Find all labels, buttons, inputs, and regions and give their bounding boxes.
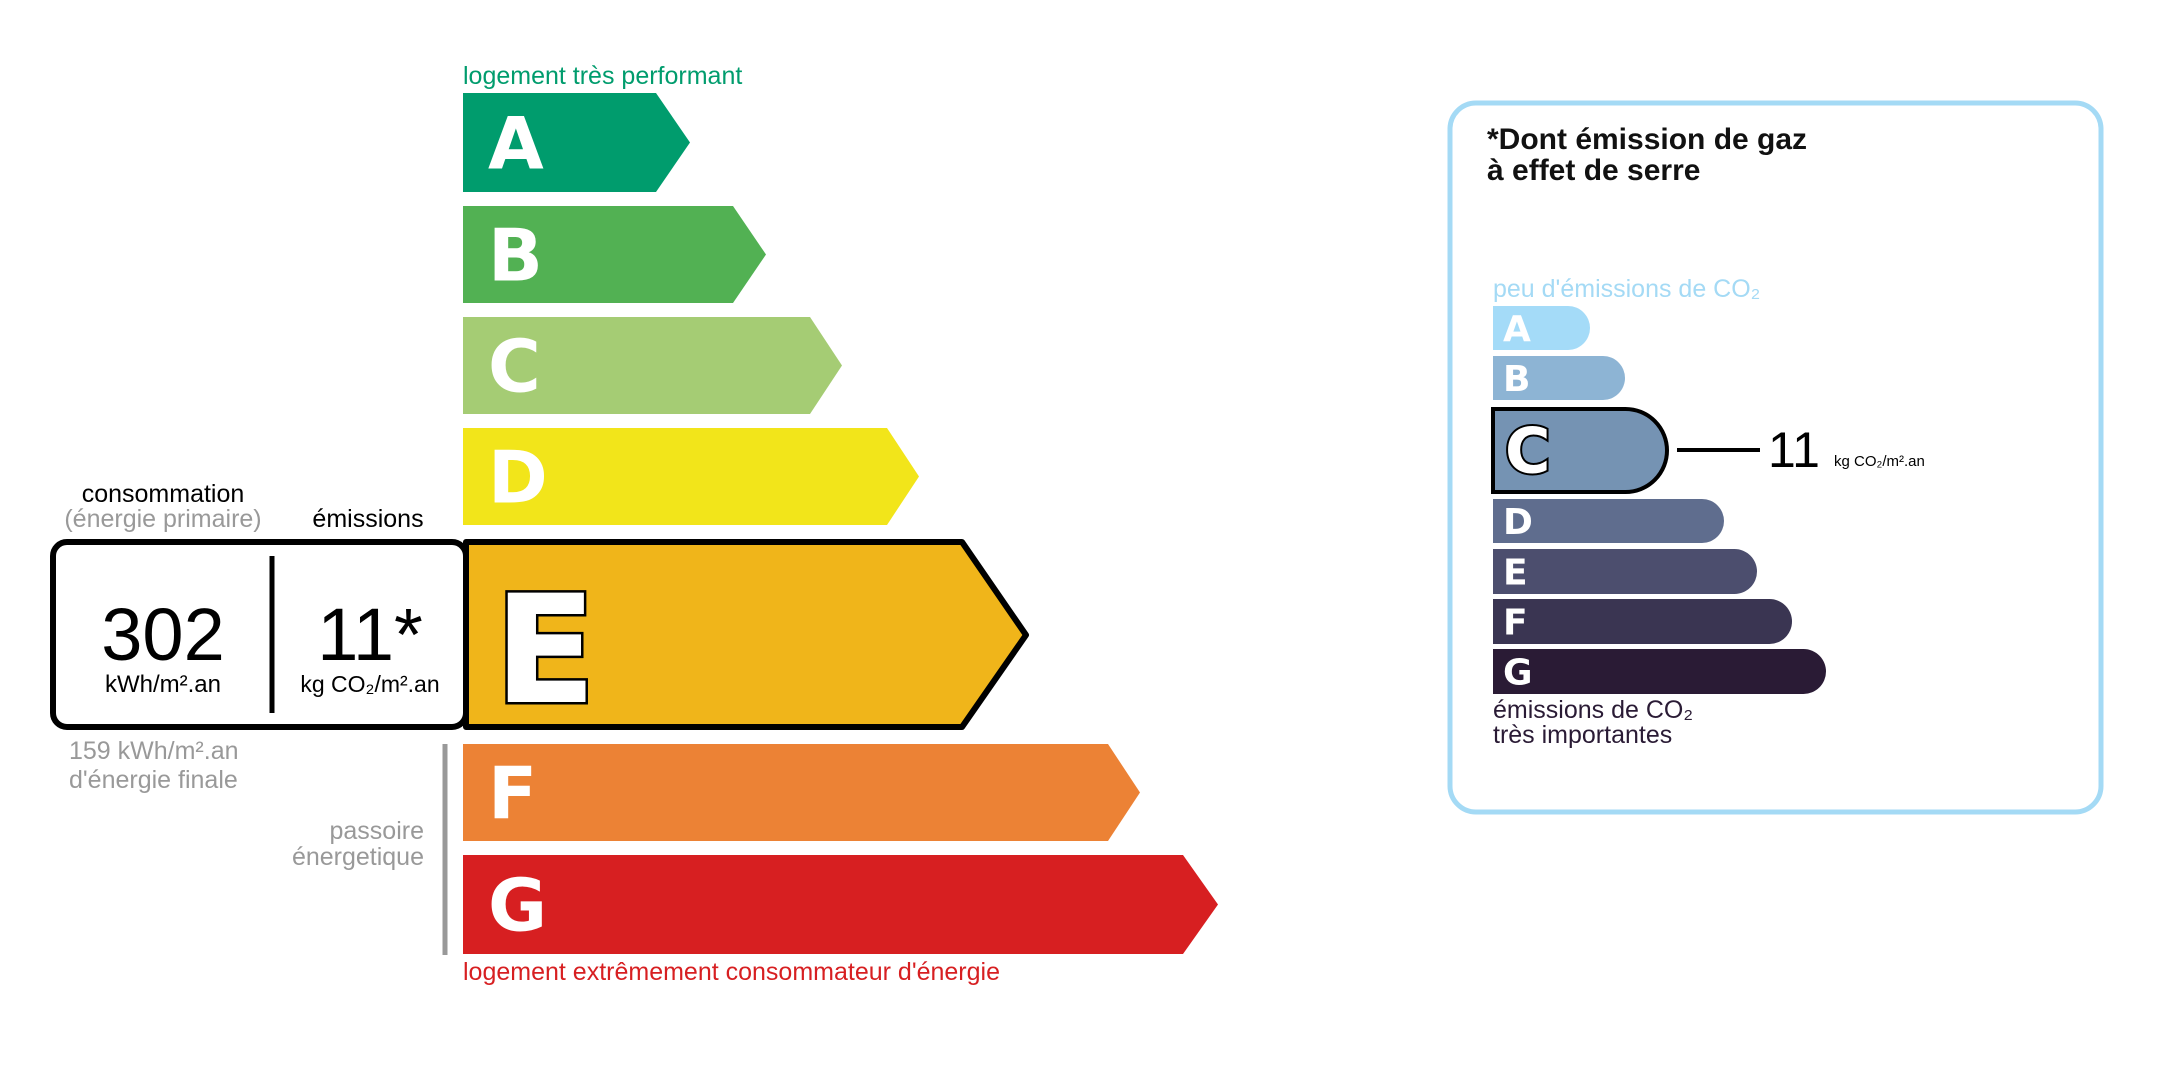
ghg-class-a-letter: A <box>1503 309 1531 350</box>
energy-top-label: logement très performant <box>463 62 742 90</box>
ghg-class-c-bar <box>1491 407 1669 494</box>
energy-class-g-letter: G <box>488 864 547 948</box>
ghg-bottom-label-1: émissions de CO₂ <box>1493 696 1693 724</box>
ghg-value: 11 <box>1768 422 1820 478</box>
ghg-class-g-letter: G <box>1503 653 1533 694</box>
passoire-label-1: passoire <box>330 817 425 845</box>
ghg-class-d-letter: D <box>1503 502 1533 543</box>
consumption-sublabel: (énergie primaire) <box>64 505 261 533</box>
energy-class-b-letter: B <box>488 214 543 298</box>
values-box <box>50 539 469 730</box>
energy-class-g-arrow <box>463 855 1218 954</box>
emissions-unit: kg CO₂/m².an <box>300 671 439 697</box>
ghg-class-b-bar <box>1493 356 1625 400</box>
ghg-class-a-bar <box>1493 306 1590 350</box>
ghg-top-label: peu d'émissions de CO₂ <box>1493 275 1760 303</box>
consumption-unit: kWh/m².an <box>105 671 221 698</box>
ghg-class-e-bar <box>1493 549 1757 594</box>
ghg-class-e-letter: E <box>1503 553 1528 594</box>
passoire-label-2: énergetique <box>292 843 424 871</box>
energy-class-f-arrow <box>463 744 1140 841</box>
ghg-bottom-label-2: très importantes <box>1493 721 1672 749</box>
ghg-class-f-bar <box>1493 599 1793 644</box>
energy-class-d-letter: D <box>488 436 548 520</box>
energy-class-a-letter: A <box>488 102 544 186</box>
selected-energy-row: E 302 kWh/m².an 11* kg CO₂/m².an <box>50 539 1029 741</box>
energy-bottom-label: logement extrêmement consommateur d'éner… <box>463 958 1000 986</box>
energy-class-c-arrow <box>463 317 842 414</box>
consumption-value: 302 <box>101 593 224 676</box>
energy-class-d-arrow <box>463 428 919 525</box>
energy-class-e-letter: E <box>494 564 596 738</box>
energy-class-a-arrow <box>463 93 690 192</box>
final-energy-value: 159 kWh/m².an <box>69 737 239 765</box>
emissions-value: 11* <box>317 593 423 676</box>
consumption-label: consommation <box>82 480 245 508</box>
ghg-class-f-letter: F <box>1503 603 1528 644</box>
energy-class-f-letter: F <box>488 752 537 836</box>
final-energy-label: d'énergie finale <box>69 766 238 794</box>
ghg-unit: kg CO₂/m².an <box>1834 453 1925 470</box>
energy-class-b-arrow <box>463 206 766 303</box>
ghg-title-2: à effet de serre <box>1487 154 1700 187</box>
ghg-class-d-bar <box>1493 499 1724 543</box>
ghg-class-b-letter: B <box>1503 359 1530 400</box>
ghg-class-c-letter: C <box>1505 415 1551 488</box>
ghg-class-g-bar <box>1493 649 1826 694</box>
ghg-title-1: *Dont émission de gaz <box>1487 123 1807 156</box>
energy-class-c-letter: C <box>488 325 541 409</box>
emissions-label: émissions <box>312 505 423 533</box>
